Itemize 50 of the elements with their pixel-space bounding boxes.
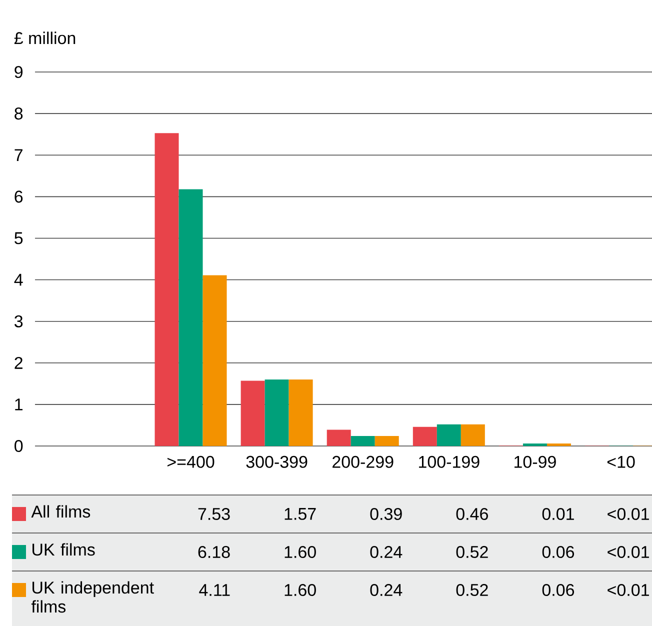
data-label: 1.57 — [284, 508, 316, 520]
data-label: 0.52 — [456, 584, 488, 596]
bar — [412, 426, 437, 446]
bar — [350, 436, 375, 446]
y-tick-label: 6 — [14, 190, 23, 203]
y-tick-label: 9 — [14, 66, 23, 78]
bar — [288, 380, 313, 446]
y-tick-label: 4 — [14, 274, 23, 286]
data-label: <0.01 — [608, 546, 649, 558]
data-label: 0.39 — [370, 508, 402, 520]
y-axis-title: £ million — [14, 32, 76, 44]
bar — [202, 275, 227, 446]
y-tick-label: 2 — [14, 356, 22, 369]
data-label: 4.11 — [199, 584, 230, 596]
data-label: 6.18 — [198, 546, 230, 558]
y-tick-label: 3 — [14, 315, 23, 328]
bar — [264, 380, 289, 446]
legend-label: All films — [31, 505, 90, 518]
bar — [154, 133, 179, 446]
legend-label: UK films — [32, 543, 95, 556]
x-tick-label: 300-399 — [246, 456, 308, 468]
data-label: 0.01 — [542, 508, 574, 520]
x-tick-label: <10 — [607, 456, 635, 468]
x-tick-label: >=400 — [168, 456, 214, 468]
data-label: 0.52 — [456, 546, 488, 558]
bar — [374, 436, 399, 446]
bar — [240, 380, 265, 446]
bar — [460, 424, 485, 446]
y-tick-label: 8 — [14, 108, 23, 120]
data-label: 0.06 — [542, 546, 574, 558]
bar — [326, 430, 351, 446]
x-tick-label: 100-199 — [419, 456, 480, 468]
data-label: 0.46 — [456, 508, 488, 520]
legend-label: UK independent films — [31, 581, 154, 613]
data-label: <0.01 — [608, 584, 649, 596]
x-tick-label: 200-299 — [332, 456, 394, 468]
data-label: 0.24 — [370, 546, 402, 558]
data-label: 1.60 — [284, 584, 316, 596]
bar — [436, 424, 461, 446]
data-label: 1.60 — [284, 546, 316, 558]
data-label: 7.53 — [198, 508, 230, 520]
data-label: <0.01 — [608, 508, 649, 520]
y-tick-label: 0 — [14, 440, 23, 452]
data-label: 0.24 — [370, 584, 402, 596]
bar — [178, 189, 203, 446]
x-tick-label: 10-99 — [514, 456, 556, 468]
y-tick-label: 5 — [14, 232, 23, 244]
y-tick-label: 1 — [15, 398, 22, 410]
data-label: 0.06 — [542, 584, 574, 596]
y-tick-label: 7 — [14, 149, 22, 161]
